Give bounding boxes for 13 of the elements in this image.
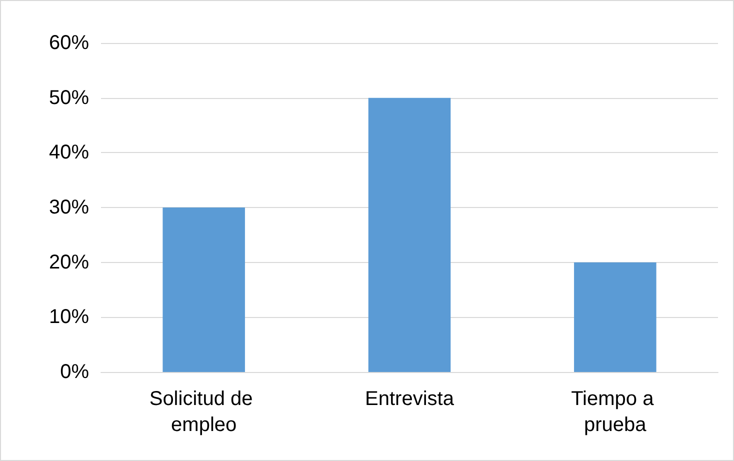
y-tick-label: 20% xyxy=(48,251,90,274)
x-tick-label: Solicitud de empleo xyxy=(149,388,258,436)
bar xyxy=(162,208,245,372)
bar xyxy=(574,262,656,372)
bar xyxy=(368,98,451,372)
y-tick-label: 60% xyxy=(48,32,90,54)
y-tick-label: 30% xyxy=(48,196,90,218)
y-tick-label: 10% xyxy=(48,306,90,328)
y-tick-label: 0% xyxy=(60,361,90,383)
y-tick-label: 50% xyxy=(48,86,90,109)
x-tick-label: Tiempo a prueba xyxy=(571,388,660,436)
y-tick-label: 40% xyxy=(48,142,90,164)
x-tick-label: Entrevista xyxy=(365,388,455,410)
